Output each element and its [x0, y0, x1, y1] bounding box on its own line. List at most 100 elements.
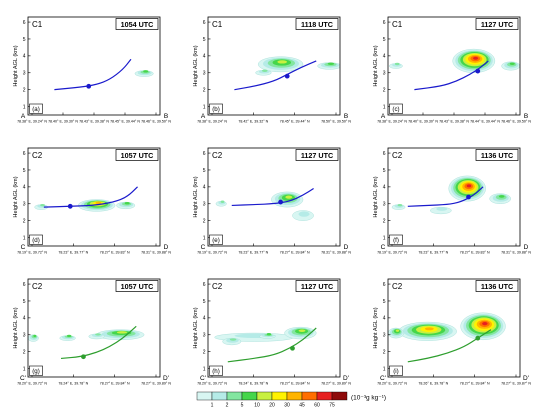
- x-tick-label: 78.46° E, 39.50° N: [501, 120, 531, 124]
- panel-letter-box: (a): [29, 103, 43, 114]
- y-tick-label: 1: [383, 366, 386, 372]
- y-tick-label: 6: [203, 20, 206, 26]
- echo-level: [473, 56, 479, 60]
- y-tick-label: 6: [203, 151, 206, 157]
- section-end-label: D': [343, 375, 349, 382]
- y-axis-label: Height AGL (km): [373, 45, 379, 86]
- x-tick-label: 78.27° E, 39.84° N: [280, 382, 310, 386]
- colorbar-tick-label: 5: [241, 403, 244, 409]
- y-tick-label: 4: [383, 54, 386, 60]
- x-tick-label: 78.24° E, 39.78° N: [58, 382, 88, 386]
- section-end-label: D': [523, 375, 529, 382]
- panel-letter-box: (h): [209, 365, 223, 376]
- cell-id-label: C2: [32, 282, 43, 291]
- y-tick-label: 4: [383, 316, 386, 322]
- y-tick-label: 6: [203, 282, 206, 288]
- colorbar-swatch: [211, 391, 228, 401]
- echo-level: [220, 200, 225, 203]
- plot-frame: [207, 147, 341, 247]
- echo-level: [40, 203, 45, 207]
- echo-cells: [389, 48, 520, 73]
- y-tick-label: 1: [383, 104, 386, 110]
- colorbar-swatch: [316, 391, 333, 401]
- echo-level: [261, 69, 268, 72]
- echo-level: [394, 62, 400, 66]
- x-tick-label: 78.38° E, 39.24° N: [197, 120, 227, 124]
- echo-cell: [388, 327, 405, 339]
- echo-level: [509, 62, 515, 65]
- echo-cells: [215, 191, 314, 221]
- echo-cell: [430, 206, 452, 215]
- x-tick-label: 78.26° E, 39.78° N: [418, 382, 448, 386]
- echo-level: [327, 62, 335, 65]
- x-tick-label: 78.23° E, 39.77° N: [418, 251, 448, 255]
- panel-letter-box: (b): [209, 103, 223, 114]
- echo-level: [124, 201, 130, 205]
- section-start-label: A: [21, 113, 26, 120]
- echo-level: [395, 329, 400, 332]
- y-tick-label: 3: [23, 71, 26, 77]
- echo-level: [397, 203, 403, 207]
- cell-id-label: C2: [212, 151, 223, 160]
- echo-cell: [134, 70, 154, 77]
- echo-level: [498, 195, 505, 198]
- colorbar-tick-label: 45: [299, 403, 305, 409]
- y-tick-label: 6: [383, 282, 386, 288]
- colorbar-swatch: [271, 391, 288, 401]
- x-tick-label: 78.19° E, 39.72° N: [197, 251, 227, 255]
- colorbar-swatch: [286, 391, 303, 401]
- echo-cell: [215, 200, 227, 207]
- panel-letter: (h): [212, 368, 220, 375]
- section-start-label: C: [21, 244, 26, 251]
- section-start-label: C': [380, 375, 386, 382]
- y-tick-label: 5: [383, 168, 386, 174]
- time-label: 1136 UTC: [481, 282, 513, 291]
- colorbar: 1 2 5 10 20 30 45 60 75 (10⁻³g kg⁻¹): [196, 391, 386, 409]
- x-tick-label: 78.44° E, 39.44° N: [470, 120, 500, 124]
- x-tick-label: 78.38° E, 39.24° N: [377, 120, 407, 124]
- echo-cell: [271, 191, 304, 208]
- y-tick-label: 2: [383, 349, 386, 355]
- echo-level: [95, 201, 102, 205]
- y-tick-label: 5: [23, 168, 26, 174]
- y-tick-label: 4: [383, 185, 386, 191]
- y-tick-label: 4: [203, 54, 206, 60]
- plot-frame: [27, 147, 161, 247]
- y-tick-label: 2: [203, 349, 206, 355]
- time-label: 1057 UTC: [121, 151, 154, 160]
- y-tick-label: 5: [203, 168, 206, 174]
- y-tick-label: 1: [203, 104, 206, 110]
- plot-area: [208, 279, 340, 377]
- echo-cell: [96, 329, 145, 341]
- echo-cell: [222, 337, 242, 346]
- y-axis-label: Height AGL (km): [13, 307, 19, 348]
- y-tick-label: 1: [203, 366, 206, 372]
- panel-letter-box: (g): [29, 365, 43, 376]
- echo-cell: [88, 333, 105, 340]
- panel-i: 1 2 3 4 5 6 Height AGL (km) 78.20° E, 39.72° N 7…: [373, 278, 531, 386]
- panel-letter-box: (d): [29, 234, 43, 245]
- panel-h: 1 2 3 4 5 6 Height AGL (km) 78.20° E, 39.72° N 7…: [193, 278, 351, 386]
- plot-area: [28, 148, 160, 246]
- echo-cell: [460, 312, 506, 341]
- echo-cell: [501, 61, 520, 71]
- panel-letter: (f): [393, 237, 399, 244]
- trajectory-marker: [86, 83, 92, 89]
- time-label-box: 1136 UTC: [475, 280, 519, 292]
- x-tick-label: 78.40° E, 39.30° N: [48, 120, 78, 124]
- colorbar-swatch: [241, 391, 258, 401]
- y-tick-label: 5: [383, 37, 386, 43]
- y-axis-label: Height AGL (km): [193, 307, 199, 348]
- trajectory-line: [227, 327, 317, 363]
- panel-letter: (i): [393, 368, 399, 375]
- x-tick-label: 78.19° E, 39.72° N: [377, 251, 407, 255]
- y-axis-label: Height AGL (km): [373, 176, 379, 217]
- echo-level: [266, 332, 272, 336]
- time-label-box: 1127 UTC: [295, 280, 339, 292]
- x-tick-label: 78.45° E, 39.44° N: [110, 120, 140, 124]
- section-end-label: B: [524, 113, 528, 120]
- y-tick-label: 6: [23, 151, 26, 157]
- echo-cell: [317, 62, 340, 70]
- x-tick-label: 78.42° E, 39.32° N: [238, 120, 268, 124]
- colorbar-unit: (10⁻³g kg⁻¹): [351, 395, 386, 402]
